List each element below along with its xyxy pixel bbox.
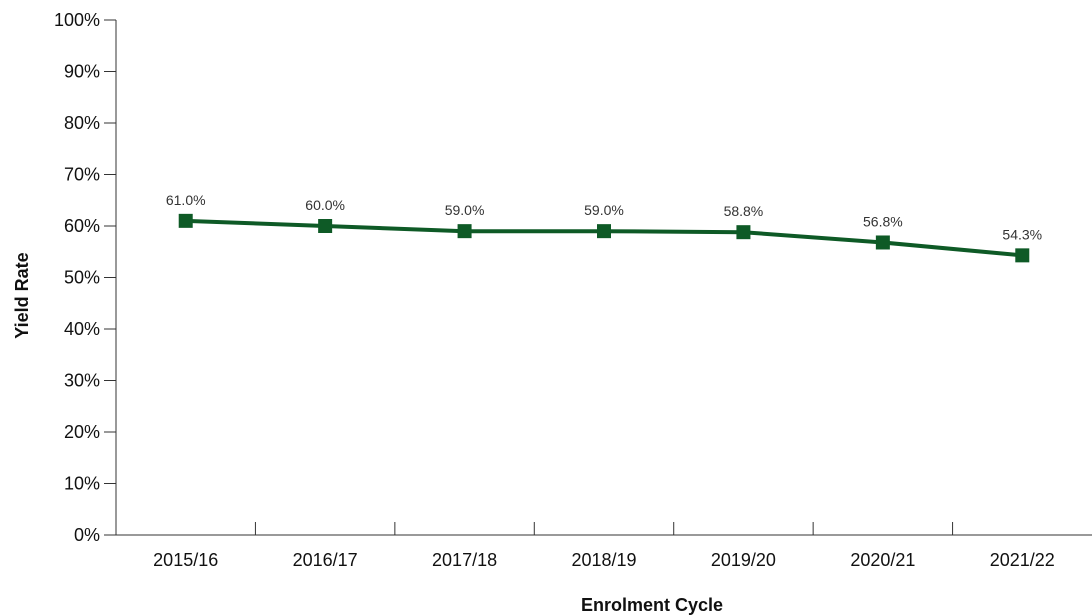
y-ticks: 0% 10% 20% 30% 40% 50% 60% 70% 80% 90% 100% <box>54 10 116 545</box>
x-tick-label: 2018/19 <box>571 550 636 570</box>
x-tick-label: 2020/21 <box>850 550 915 570</box>
data-point-marker <box>736 225 751 240</box>
data-label: 59.0% <box>584 202 624 218</box>
y-tick-label: 0% <box>74 525 100 545</box>
x-tick-label: 2016/17 <box>293 550 358 570</box>
x-tick-label: 2021/22 <box>990 550 1055 570</box>
y-tick-label: 70% <box>64 165 100 185</box>
data-point-marker <box>597 224 611 239</box>
x-axis-title: Enrolment Cycle <box>581 595 723 615</box>
data-point-marker <box>457 224 472 239</box>
axes <box>115 20 1092 536</box>
x-tick-label: 2017/18 <box>432 550 497 570</box>
y-tick-label: 20% <box>64 422 100 442</box>
y-tick-label: 50% <box>64 268 100 288</box>
data-label: 58.8% <box>724 203 764 219</box>
data-label: 56.8% <box>863 213 903 229</box>
y-tick-label: 30% <box>64 371 100 391</box>
data-point-marker <box>178 213 193 228</box>
data-point-marker <box>875 235 890 250</box>
x-tick-label: 2015/16 <box>153 550 218 570</box>
data-label: 60.0% <box>305 197 345 213</box>
y-tick-label: 60% <box>64 216 100 236</box>
y-tick-label: 100% <box>54 10 100 30</box>
x-ticks: 2015/16 2016/17 2017/18 2018/19 2019/20 2020/… <box>153 522 1055 570</box>
x-tick-label: 2019/20 <box>711 550 776 570</box>
data-label: 61.0% <box>166 192 206 208</box>
data-label: 54.3% <box>1002 226 1042 242</box>
y-tick-label: 40% <box>64 319 100 339</box>
y-axis-title: Yield Rate <box>12 252 32 338</box>
data-point-marker <box>1015 248 1030 263</box>
y-tick-label: 10% <box>64 474 100 494</box>
data-labels: 61.0% 60.0% 59.0% 59.0% 58.8% 56.8% 54.3% <box>166 192 1042 243</box>
y-tick-label: 90% <box>64 62 100 82</box>
data-point-marker <box>318 219 333 233</box>
series-group <box>178 213 1030 263</box>
data-label: 59.0% <box>445 202 485 218</box>
y-tick-label: 80% <box>64 113 100 133</box>
